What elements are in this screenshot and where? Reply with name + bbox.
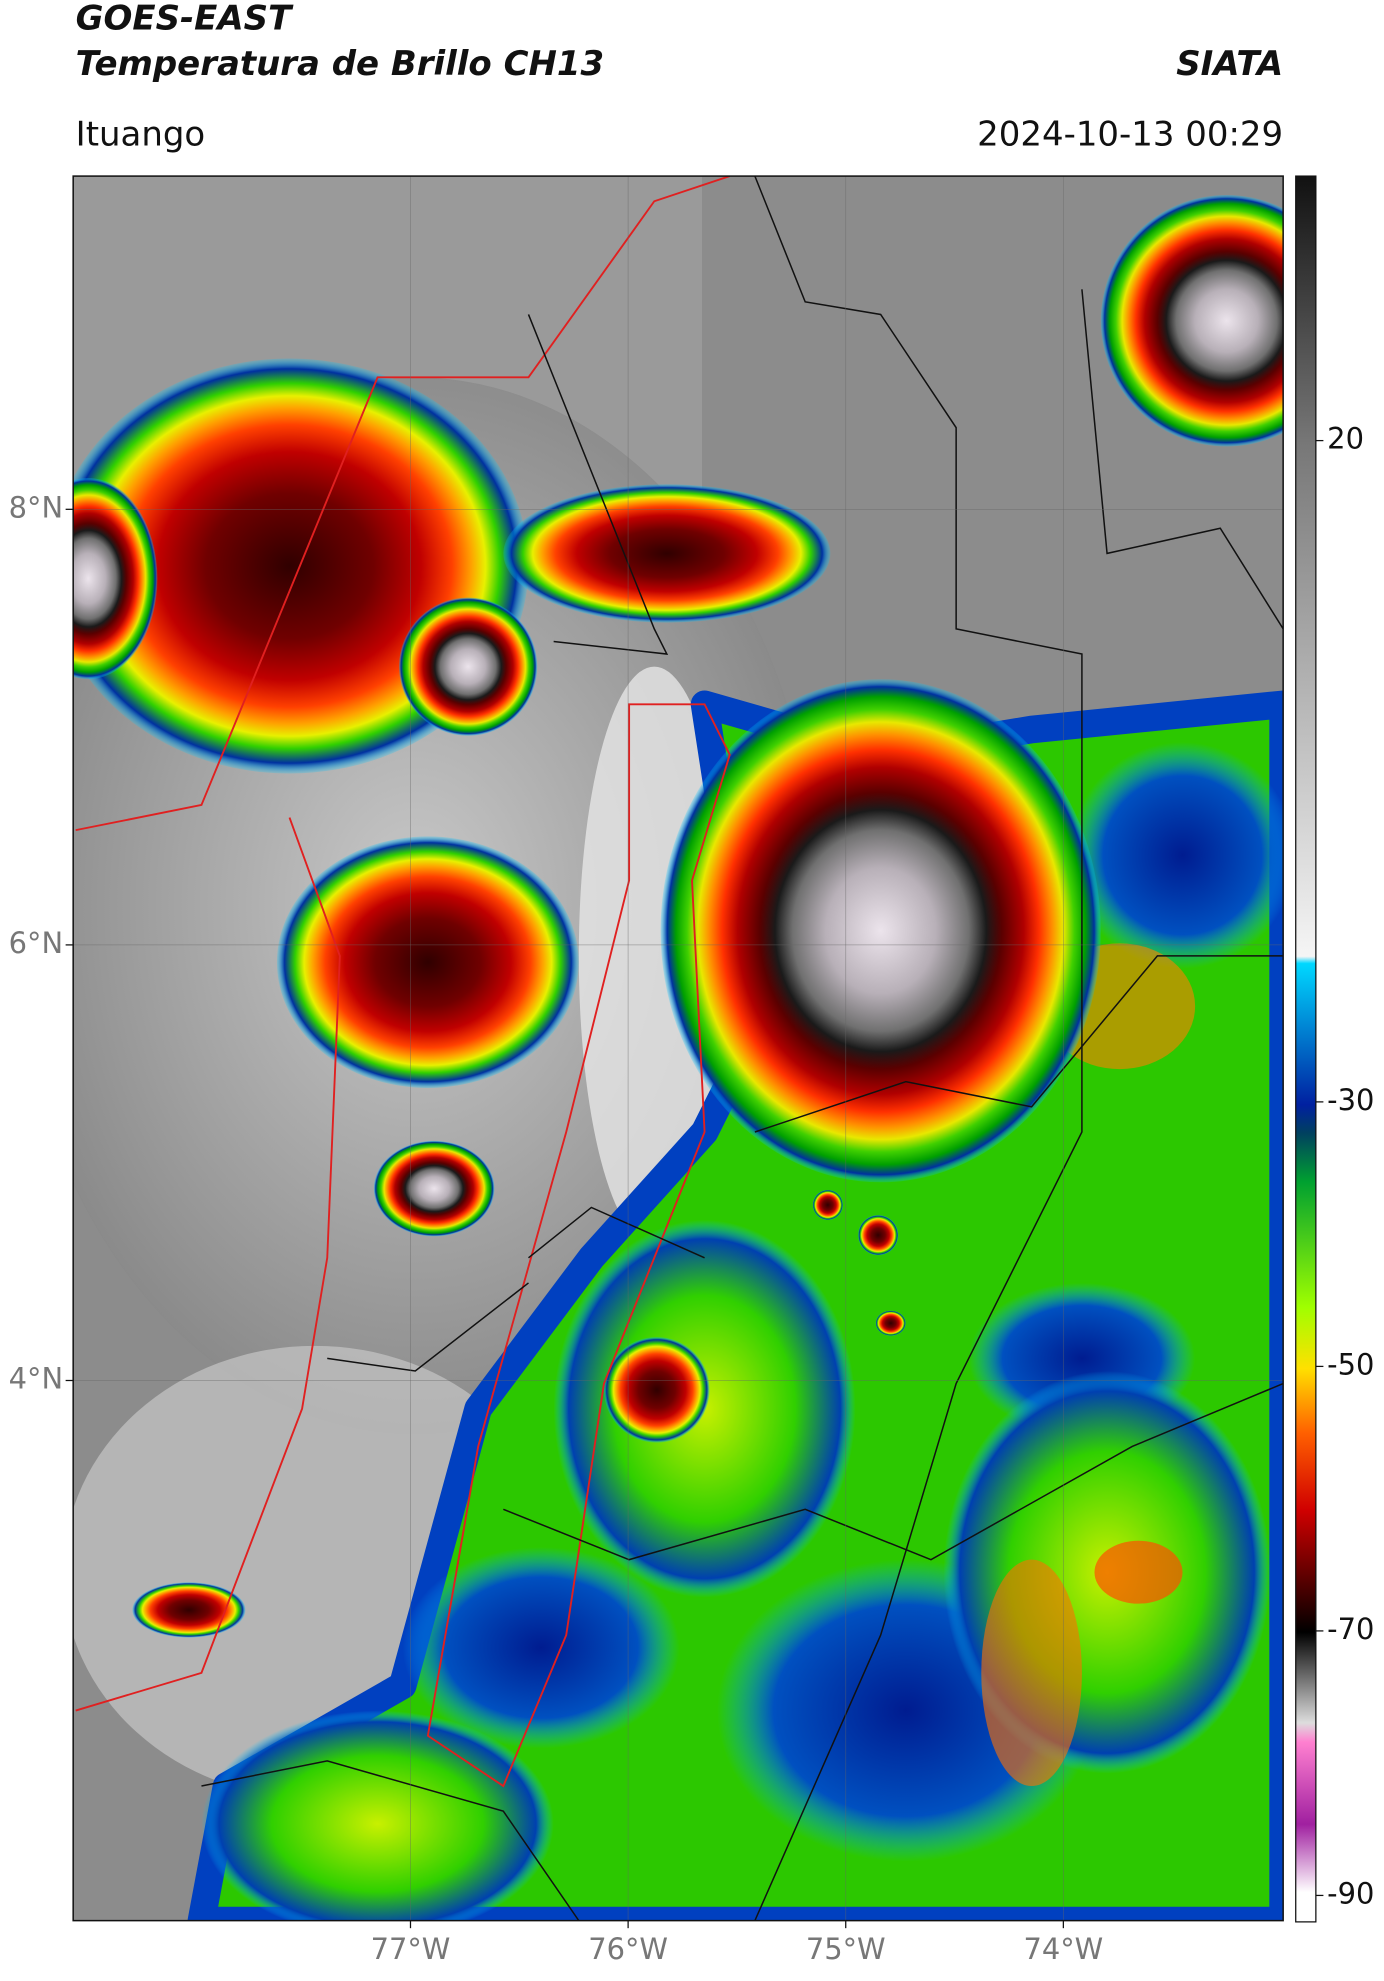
colorbar-tick-label: -70 <box>1327 1612 1374 1646</box>
y-tick-label: 8°N <box>9 490 63 524</box>
x-tick-label: 76°W <box>588 1932 668 1966</box>
colorbar-tick-label: -90 <box>1327 1876 1374 1910</box>
grid <box>73 176 1284 1921</box>
colorbar-tick-label: 20 <box>1327 422 1364 456</box>
satellite-image <box>73 176 1284 1921</box>
subtitle: Temperatura de Brillo CH13 <box>76 44 604 84</box>
y-tick-label: 4°N <box>9 1361 63 1395</box>
map-frame <box>72 175 1284 1922</box>
title: GOES-EAST <box>76 0 294 39</box>
y-tick-label: 6°N <box>9 926 63 960</box>
location: Ituango <box>76 114 206 154</box>
colorbar <box>1295 175 1317 1923</box>
brand: SIATA <box>1176 44 1283 84</box>
x-tick-label: 74°W <box>1023 1932 1103 1966</box>
colorbar-tick-label: -30 <box>1327 1083 1374 1117</box>
x-tick-label: 75°W <box>806 1932 886 1966</box>
colorbar-tick-label: -50 <box>1327 1347 1374 1381</box>
datetime: 2024-10-13 00:29 <box>977 114 1283 154</box>
x-tick-label: 77°W <box>371 1932 451 1966</box>
